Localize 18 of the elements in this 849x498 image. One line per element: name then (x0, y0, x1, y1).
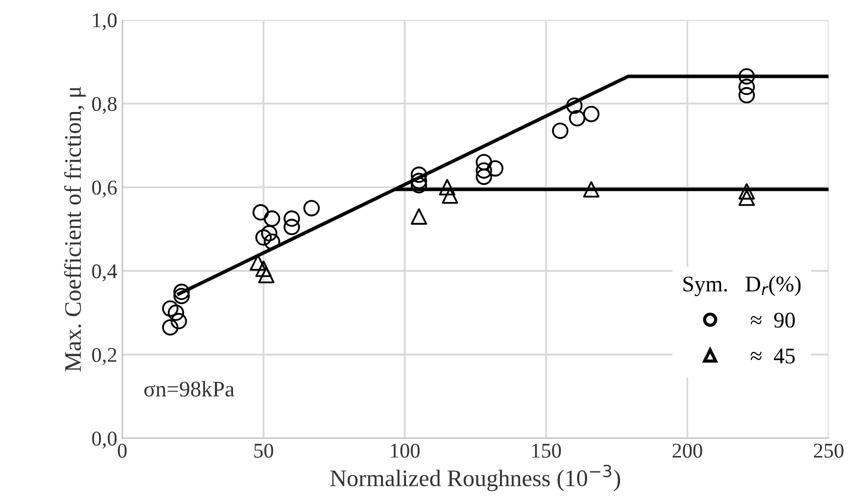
x-tick-label: 150 (532, 444, 561, 458)
annotation: σn=98kPa (144, 380, 234, 397)
y-axis-title: Max. Coefficient of friction, μ (64, 86, 86, 372)
x-axis-title: Normalized Roughness (10$^{−3}$) (330, 464, 620, 492)
y-tick-label: 0,4 (92, 264, 118, 282)
y-tick-label: 0,8 (92, 96, 117, 114)
legend-label: ≈ 90 (750, 312, 795, 328)
legend-title: Sym. D$_{r}$(%) (683, 276, 801, 296)
x-tick-label: 250 (814, 444, 844, 458)
x-tick-label: 0 (118, 444, 127, 458)
x-tick-label: 100 (391, 444, 420, 458)
y-tick-label: 1,0 (93, 13, 117, 30)
y-tick-label: 0,2 (92, 348, 116, 366)
y-tick-label: 0,0 (92, 432, 117, 449)
x-tick-label: 200 (672, 444, 702, 458)
legend-label: ≈ 45 (750, 348, 795, 364)
y-tick-label: 0,6 (92, 180, 117, 198)
x-tick-label: 50 (254, 444, 274, 458)
